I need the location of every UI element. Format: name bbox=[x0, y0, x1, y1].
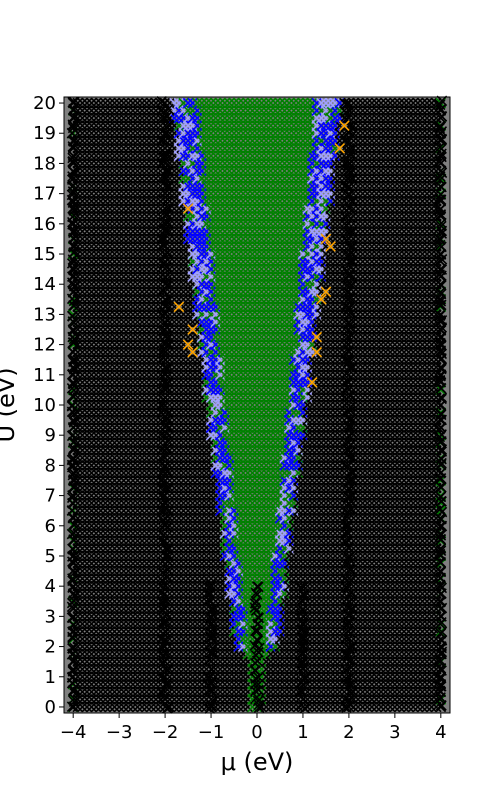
markers-layer bbox=[66, 95, 448, 714]
